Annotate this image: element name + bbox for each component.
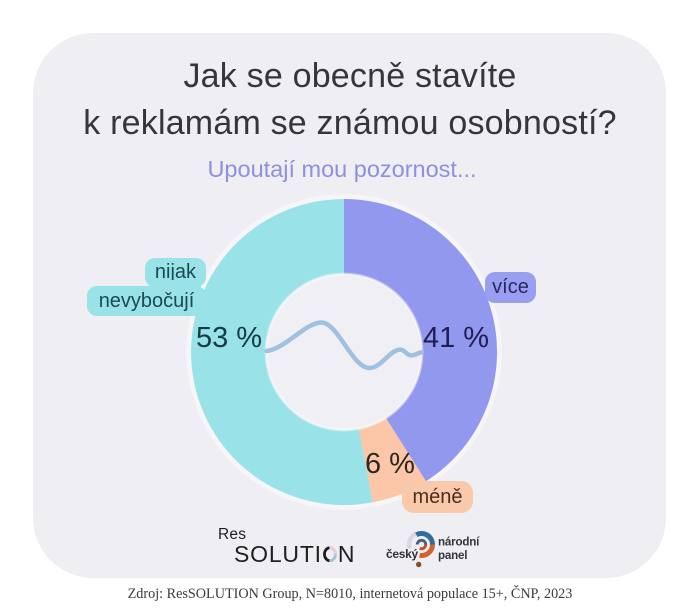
- svg-text:panel: panel: [438, 549, 467, 562]
- svg-text:národní: národní: [438, 536, 480, 549]
- svg-text:český: český: [386, 547, 418, 561]
